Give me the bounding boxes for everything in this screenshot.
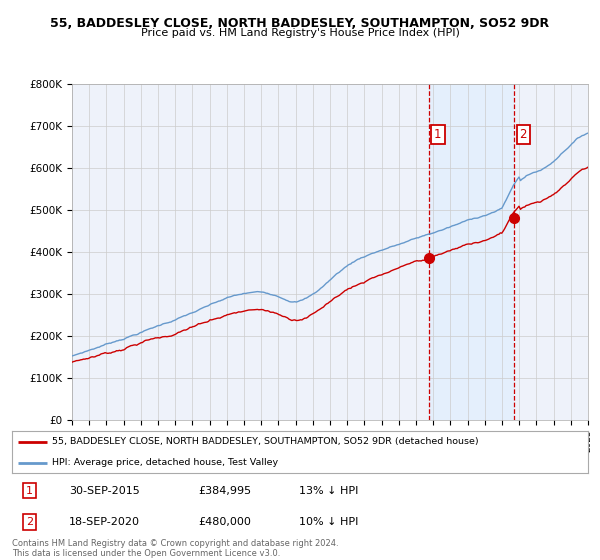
Text: 2: 2 — [26, 517, 33, 527]
Text: 2: 2 — [520, 128, 527, 141]
Text: 1: 1 — [26, 486, 33, 496]
Text: Contains HM Land Registry data © Crown copyright and database right 2024.
This d: Contains HM Land Registry data © Crown c… — [12, 539, 338, 558]
Text: 55, BADDESLEY CLOSE, NORTH BADDESLEY, SOUTHAMPTON, SO52 9DR: 55, BADDESLEY CLOSE, NORTH BADDESLEY, SO… — [50, 17, 550, 30]
Text: £480,000: £480,000 — [199, 517, 251, 527]
Text: 55, BADDESLEY CLOSE, NORTH BADDESLEY, SOUTHAMPTON, SO52 9DR (detached house): 55, BADDESLEY CLOSE, NORTH BADDESLEY, SO… — [52, 437, 479, 446]
Bar — [429, 84, 514, 420]
Text: 10% ↓ HPI: 10% ↓ HPI — [299, 517, 358, 527]
Text: 13% ↓ HPI: 13% ↓ HPI — [299, 486, 358, 496]
Text: 1: 1 — [434, 128, 442, 141]
Text: HPI: Average price, detached house, Test Valley: HPI: Average price, detached house, Test… — [52, 458, 278, 467]
Text: Price paid vs. HM Land Registry's House Price Index (HPI): Price paid vs. HM Land Registry's House … — [140, 28, 460, 38]
Text: 30-SEP-2015: 30-SEP-2015 — [69, 486, 140, 496]
Text: £384,995: £384,995 — [199, 486, 251, 496]
Text: 18-SEP-2020: 18-SEP-2020 — [68, 517, 140, 527]
